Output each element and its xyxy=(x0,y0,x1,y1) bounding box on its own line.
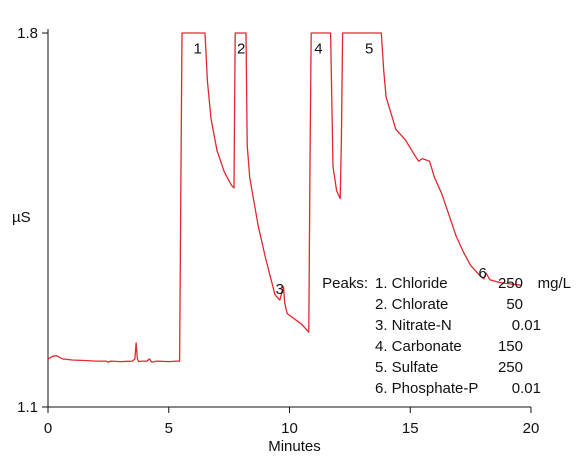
legend-entry-name: 5. Sulfate xyxy=(375,359,438,376)
legend-entry-value: 150 xyxy=(498,338,523,355)
y-axis-title: µS xyxy=(12,209,31,226)
y-tick-label: 1.8 xyxy=(17,25,38,42)
legend-entry-name: 3. Nitrate-N xyxy=(375,317,452,334)
peak-label-6: 6 xyxy=(479,265,487,282)
legend-entry-value: 250 xyxy=(498,359,523,376)
peak-label-3: 3 xyxy=(276,281,284,298)
legend-entry-name: 1. Chloride xyxy=(375,275,448,292)
x-tick-label: 20 xyxy=(523,420,540,437)
y-tick-label: 1.1 xyxy=(17,399,38,416)
legend-unit: mg/L xyxy=(538,275,571,292)
legend-entry-value: 50 xyxy=(506,296,523,313)
x-tick-label: 5 xyxy=(165,420,173,437)
legend-entry-value: 0.01 xyxy=(512,317,541,334)
peak-label-4: 4 xyxy=(314,41,322,58)
peaks-legend: Peaks: mg/L 1. Chloride 250 2. Chlorate 50 3. … xyxy=(322,275,571,397)
legend-entry-value: 250 xyxy=(498,275,523,292)
series-group xyxy=(47,32,522,363)
x-axis-title: Minutes xyxy=(268,438,321,455)
peak-labels: 1 2 3 4 5 6 xyxy=(194,41,487,298)
legend-entry-name: 4. Carbonate xyxy=(375,338,462,355)
x-tick-label: 10 xyxy=(281,420,298,437)
x-tick-label: 15 xyxy=(402,420,419,437)
x-tick-label: 0 xyxy=(44,420,52,437)
chromatogram-line xyxy=(47,32,522,363)
legend-entry-value: 0.01 xyxy=(512,380,541,397)
legend-heading: Peaks: xyxy=(322,275,368,292)
peak-label-1: 1 xyxy=(194,41,202,58)
peak-label-2: 2 xyxy=(237,41,245,58)
legend-entry-name: 2. Chlorate xyxy=(375,296,448,313)
legend-entry-name: 6. Phosphate-P xyxy=(375,380,478,397)
peak-label-5: 5 xyxy=(365,41,373,58)
